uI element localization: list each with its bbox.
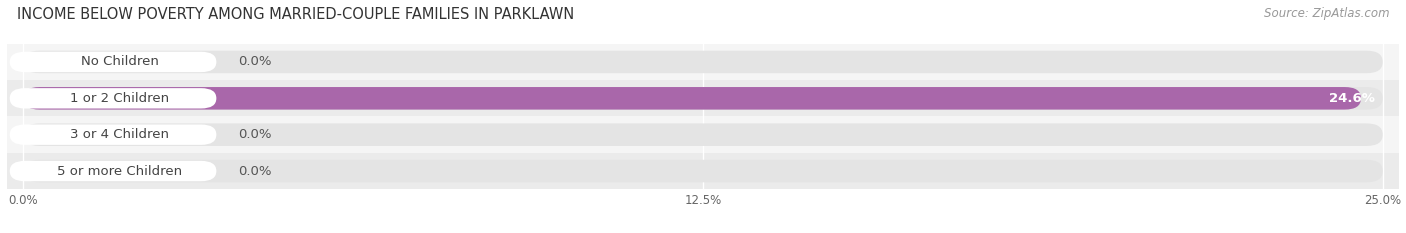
- Bar: [0, 153, 1406, 189]
- Text: No Children: No Children: [82, 55, 159, 69]
- FancyBboxPatch shape: [10, 88, 217, 109]
- Text: 5 or more Children: 5 or more Children: [58, 164, 183, 178]
- FancyBboxPatch shape: [24, 160, 1382, 182]
- FancyBboxPatch shape: [10, 52, 217, 72]
- Text: INCOME BELOW POVERTY AMONG MARRIED-COUPLE FAMILIES IN PARKLAWN: INCOME BELOW POVERTY AMONG MARRIED-COUPL…: [17, 7, 574, 22]
- Text: 0.0%: 0.0%: [238, 164, 271, 178]
- Bar: [0, 116, 1406, 153]
- Text: 1 or 2 Children: 1 or 2 Children: [70, 92, 169, 105]
- Text: 24.6%: 24.6%: [1329, 92, 1375, 105]
- Text: Source: ZipAtlas.com: Source: ZipAtlas.com: [1264, 7, 1389, 20]
- Bar: [0, 80, 1406, 116]
- Text: 0.0%: 0.0%: [238, 128, 271, 141]
- FancyBboxPatch shape: [24, 87, 1382, 110]
- FancyBboxPatch shape: [24, 123, 1382, 146]
- FancyBboxPatch shape: [24, 51, 1382, 73]
- FancyBboxPatch shape: [24, 87, 1361, 110]
- FancyBboxPatch shape: [10, 161, 217, 181]
- Bar: [0, 44, 1406, 80]
- Text: 0.0%: 0.0%: [238, 55, 271, 69]
- Text: 3 or 4 Children: 3 or 4 Children: [70, 128, 169, 141]
- FancyBboxPatch shape: [10, 124, 217, 145]
